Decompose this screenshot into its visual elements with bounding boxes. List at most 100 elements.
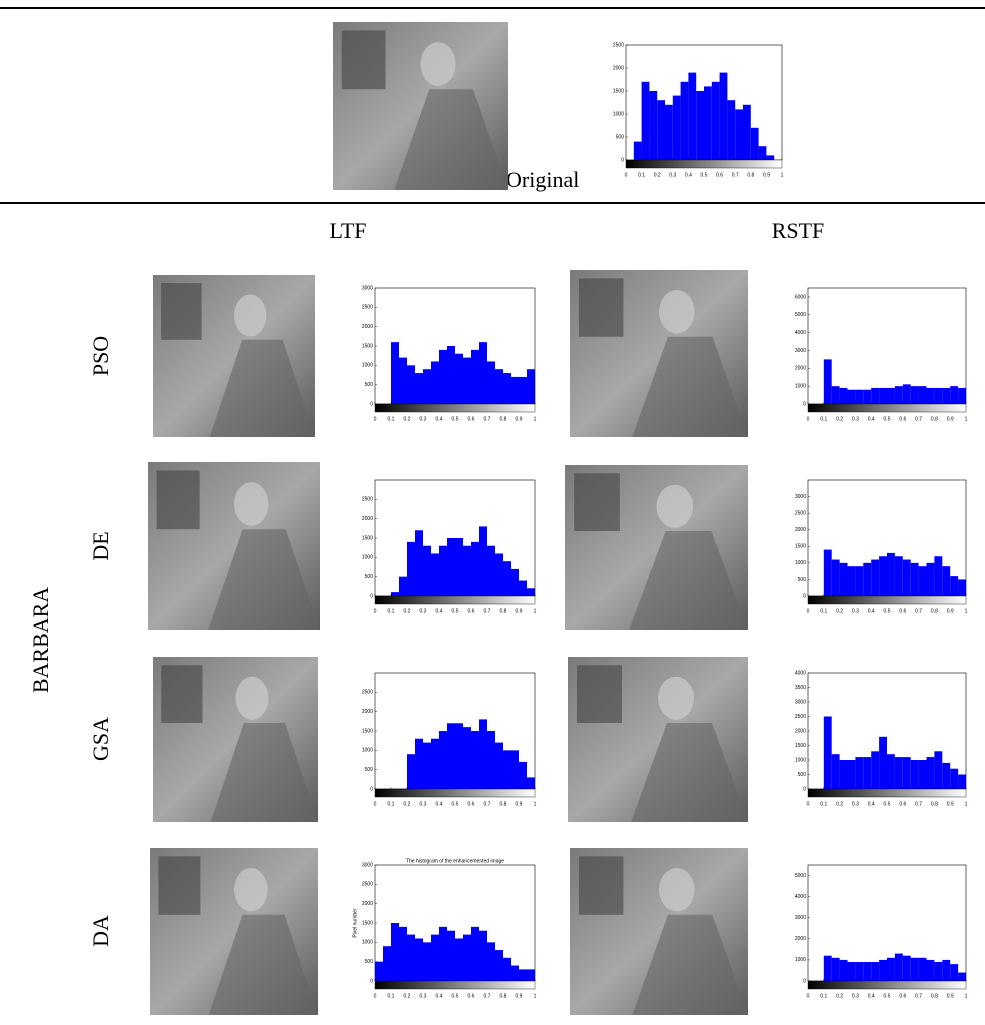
x-tick-label: 0 <box>807 608 810 614</box>
bar <box>471 731 479 789</box>
bar <box>447 538 455 596</box>
photo-shape <box>235 676 269 720</box>
x-tick-label: 0.7 <box>915 801 922 807</box>
bar <box>743 104 751 160</box>
y-tick-label: 1500 <box>362 728 373 734</box>
x-tick-label: 0.4 <box>436 416 443 422</box>
column-label: RSTF <box>772 218 825 243</box>
y-tick-label: 4000 <box>795 330 806 336</box>
y-tick-label: 2000 <box>362 324 373 330</box>
x-tick-label: 0 <box>374 608 377 614</box>
y-tick-label: 500 <box>365 382 374 388</box>
x-tick-label: 0.2 <box>836 416 843 422</box>
x-tick-label: 0.9 <box>516 993 523 999</box>
colorbar <box>374 403 536 413</box>
photo-shape <box>578 278 624 337</box>
photo-shape <box>158 856 201 915</box>
bar <box>399 576 407 596</box>
x-tick-label: 0.7 <box>484 801 491 807</box>
row-label: DE <box>88 531 113 560</box>
row-label: GSA <box>88 717 113 761</box>
y-tick-label: 2000 <box>795 366 806 372</box>
bar <box>471 541 479 596</box>
x-tick-label: 0.6 <box>468 416 475 422</box>
bar <box>910 562 919 596</box>
bar <box>902 955 911 981</box>
y-tick-label: 1500 <box>362 535 373 541</box>
y-tick-label: 1000 <box>795 383 806 389</box>
colorbar <box>625 159 783 169</box>
bar <box>407 754 415 789</box>
bar <box>479 719 487 789</box>
bar <box>855 566 864 596</box>
x-tick-label: 0.9 <box>516 416 523 422</box>
x-tick-label: 0.9 <box>516 608 523 614</box>
photo-shape <box>578 856 624 915</box>
y-tick-label: 0 <box>370 978 373 984</box>
photo <box>153 275 315 437</box>
bar <box>918 386 927 404</box>
photo-shape <box>574 473 620 531</box>
bar <box>696 91 704 160</box>
y-tick-label: 1500 <box>795 743 806 749</box>
x-tick-label: 0.3 <box>420 416 427 422</box>
x-tick-label: 0.4 <box>868 801 875 807</box>
bar <box>657 100 665 160</box>
bar <box>887 754 895 789</box>
x-tick-label: 0.1 <box>388 801 395 807</box>
colorbar <box>807 788 967 798</box>
bar <box>463 727 471 789</box>
x-tick-label: 0.2 <box>654 172 661 178</box>
x-tick-label: 0.4 <box>868 608 875 614</box>
bar <box>447 723 455 789</box>
bar <box>855 962 864 981</box>
x-tick-label: 0.2 <box>404 608 411 614</box>
bar <box>839 387 848 404</box>
bar <box>839 760 848 789</box>
colorbar <box>807 595 967 605</box>
x-tick-label: 0 <box>374 416 377 422</box>
bar <box>511 965 519 981</box>
bar <box>894 386 903 404</box>
photo-shape <box>161 283 202 340</box>
bar <box>950 386 959 404</box>
x-tick-label: 1 <box>965 608 968 614</box>
photo-shape <box>208 529 320 630</box>
x-tick-label: 0.7 <box>484 993 491 999</box>
x-tick-label: 0.3 <box>420 801 427 807</box>
bar <box>902 384 911 404</box>
bar <box>479 930 487 981</box>
photo-shape <box>394 89 508 190</box>
y-tick-label: 2500 <box>795 510 806 516</box>
bar <box>479 526 487 596</box>
x-tick-label: 1 <box>534 416 537 422</box>
y-tick-label: 1000 <box>795 957 806 963</box>
x-tick-label: 0.5 <box>452 608 459 614</box>
bar <box>665 104 673 160</box>
bar <box>487 731 495 789</box>
row-label: DA <box>88 915 113 947</box>
bar <box>407 365 415 404</box>
x-tick-label: 0.7 <box>484 608 491 614</box>
x-tick-label: 0.1 <box>820 801 827 807</box>
x-tick-label: 0.3 <box>852 993 859 999</box>
x-tick-label: 0.5 <box>884 993 891 999</box>
bar <box>431 934 439 981</box>
bar <box>431 738 439 789</box>
y-tick-label: 2500 <box>362 882 373 888</box>
x-tick-label: 0.8 <box>500 608 507 614</box>
y-tick-label: 0 <box>803 786 806 792</box>
colorbar <box>374 980 536 990</box>
y-tick-label: 1500 <box>362 343 373 349</box>
y-tick-label: 2000 <box>795 728 806 734</box>
x-tick-label: 1 <box>534 993 537 999</box>
x-tick-label: 0 <box>807 801 810 807</box>
x-tick-label: 0.4 <box>685 172 692 178</box>
bar <box>423 545 431 596</box>
bar <box>487 361 495 404</box>
bar <box>399 357 407 404</box>
y-tick-label: 1000 <box>362 940 373 946</box>
x-tick-label: 1 <box>781 172 784 178</box>
photo <box>333 22 508 190</box>
